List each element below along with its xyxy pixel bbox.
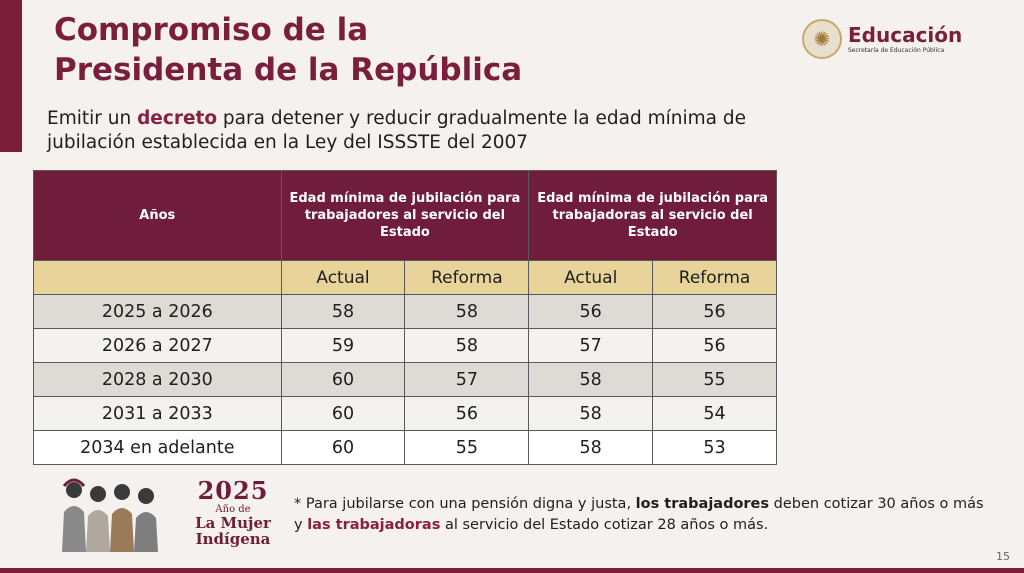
logo-subtitle: Secretaría de Educación Pública [848,47,945,54]
header-men-group: Edad mínima de jubilación para trabajado… [280,170,530,261]
subtitle-before: Emitir un [47,108,138,129]
emblem-line-2: La Mujer [195,514,271,532]
mujer-indigena-emblem: 2025 Año de La Mujer Indígena [190,478,276,550]
cell-men-actual: 60 [280,430,406,465]
cell-women-actual: 56 [528,294,654,329]
bottom-accent-bar [0,568,1024,573]
title-line-1: Compromiso de la [54,12,369,48]
retirement-age-table: Años Edad mínima de jubilación para trab… [33,170,777,465]
emblem-line-1: Año de [215,504,251,515]
footnote-part-3: al servicio del Estado cotizar 28 años o… [440,517,769,533]
subtitle-highlight: decreto [137,108,218,129]
table-row: 2026 a 2027 59 58 57 56 [33,328,777,363]
eagle-seal-icon: ✺ [802,19,842,59]
subtitle: Emitir un decreto para detener y reducir… [47,107,837,155]
header-years: Años [33,170,282,261]
cell-women-reforma: 53 [652,430,777,465]
table-row: 2028 a 2030 60 57 58 55 [33,362,777,397]
footnote-bold-2: las trabajadoras [307,517,441,533]
logo-text: Educación Secretaría de Educación Públic… [848,23,962,55]
table-row: 2034 en adelante 60 55 58 53 [33,430,777,465]
footnote-part-1: * Para jubilarse con una pensión digna y… [294,496,636,512]
footnote-part-2: deben cotizar 30 años o más y [294,496,984,533]
cell-women-actual: 58 [528,362,654,397]
cell-years: 2031 a 2033 [33,396,282,431]
subheader-women-actual: Actual [528,260,654,295]
cell-women-actual: 58 [528,430,654,465]
emblem-year: 2025 [197,476,269,505]
header-women-group: Edad mínima de jubilación para trabajado… [528,170,777,261]
cell-women-actual: 58 [528,396,654,431]
logo-name: Educación [848,23,963,47]
cell-women-reforma: 54 [652,396,777,431]
emblem-line-3: Indígena [195,530,271,548]
cell-men-reforma: 58 [404,328,530,363]
cell-women-actual: 57 [528,328,654,363]
cell-men-reforma: 58 [404,294,530,329]
cell-men-reforma: 57 [404,362,530,397]
cell-women-reforma: 55 [652,362,777,397]
cell-years: 2034 en adelante [33,430,282,465]
cell-years: 2026 a 2027 [33,328,282,363]
indigenous-women-illustration [62,478,158,552]
cell-men-actual: 60 [280,362,406,397]
cell-men-actual: 58 [280,294,406,329]
cell-men-reforma: 56 [404,396,530,431]
cell-men-reforma: 55 [404,430,530,465]
table-header-row: Años Edad mínima de jubilación para trab… [33,170,777,261]
cell-women-reforma: 56 [652,328,777,363]
footnote: * Para jubilarse con una pensión digna y… [294,494,994,536]
page-number: 15 [996,550,1010,563]
cell-men-actual: 60 [280,396,406,431]
cell-women-reforma: 56 [652,294,777,329]
subheader-women-reforma: Reforma [652,260,777,295]
subheader-empty [33,260,282,295]
cell-men-actual: 59 [280,328,406,363]
page-title: Compromiso de la Presidenta de la Repúbl… [54,10,614,90]
subheader-men-actual: Actual [280,260,406,295]
footnote-bold-1: los trabajadores [635,496,770,512]
left-accent-bar [0,0,22,152]
table-row: 2031 a 2033 60 56 58 54 [33,396,777,431]
sep-logo: ✺ Educación Secretaría de Educación Públ… [802,18,1002,60]
table-row: 2025 a 2026 58 58 56 56 [33,294,777,329]
cell-years: 2025 a 2026 [33,294,282,329]
cell-years: 2028 a 2030 [33,362,282,397]
subtitle-after: para detener y reducir gradualmente la e… [47,108,746,153]
subheader-men-reforma: Reforma [404,260,530,295]
title-line-2: Presidenta de la República [54,52,523,88]
table-subheader-row: Actual Reforma Actual Reforma [33,260,777,295]
